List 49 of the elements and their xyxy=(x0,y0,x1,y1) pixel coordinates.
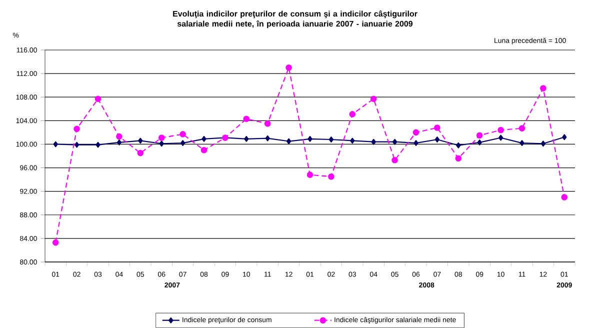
point xyxy=(202,136,206,142)
point xyxy=(116,133,122,140)
point xyxy=(476,132,483,139)
point xyxy=(116,140,122,146)
point xyxy=(412,129,420,136)
point xyxy=(138,138,143,144)
point xyxy=(455,155,462,162)
point xyxy=(434,136,440,143)
point xyxy=(562,134,567,140)
point xyxy=(498,126,504,134)
point xyxy=(392,138,398,145)
point xyxy=(328,174,334,180)
point xyxy=(180,131,186,138)
point xyxy=(53,141,58,148)
point xyxy=(286,64,292,71)
point xyxy=(349,111,356,118)
point xyxy=(328,136,334,143)
point xyxy=(243,116,250,122)
point xyxy=(286,138,292,144)
point xyxy=(414,140,418,146)
point xyxy=(434,124,440,131)
point xyxy=(74,142,80,148)
point xyxy=(520,140,524,146)
point xyxy=(392,157,398,164)
point xyxy=(158,134,165,141)
point xyxy=(137,150,144,156)
chart-title: Evoluţia indicilor preţurilor de consum şi a indicilor câştigurilor salariale medii nete, în perioada ianuarie 2007 - ianuarie 2009 xyxy=(173,10,418,28)
point xyxy=(561,194,568,200)
point xyxy=(244,136,249,142)
point xyxy=(518,125,526,132)
point xyxy=(306,172,314,178)
point xyxy=(540,140,546,147)
point xyxy=(540,85,546,92)
point xyxy=(308,136,312,142)
point xyxy=(52,239,59,246)
point xyxy=(74,126,80,132)
point xyxy=(264,120,271,127)
point xyxy=(265,135,270,142)
point xyxy=(159,140,164,147)
point xyxy=(498,134,504,141)
point xyxy=(96,142,100,148)
point xyxy=(371,138,376,145)
point xyxy=(456,142,461,148)
point xyxy=(370,96,377,102)
point xyxy=(350,138,355,144)
point xyxy=(94,96,102,102)
point xyxy=(200,147,208,154)
point xyxy=(180,140,186,146)
point xyxy=(477,140,482,146)
